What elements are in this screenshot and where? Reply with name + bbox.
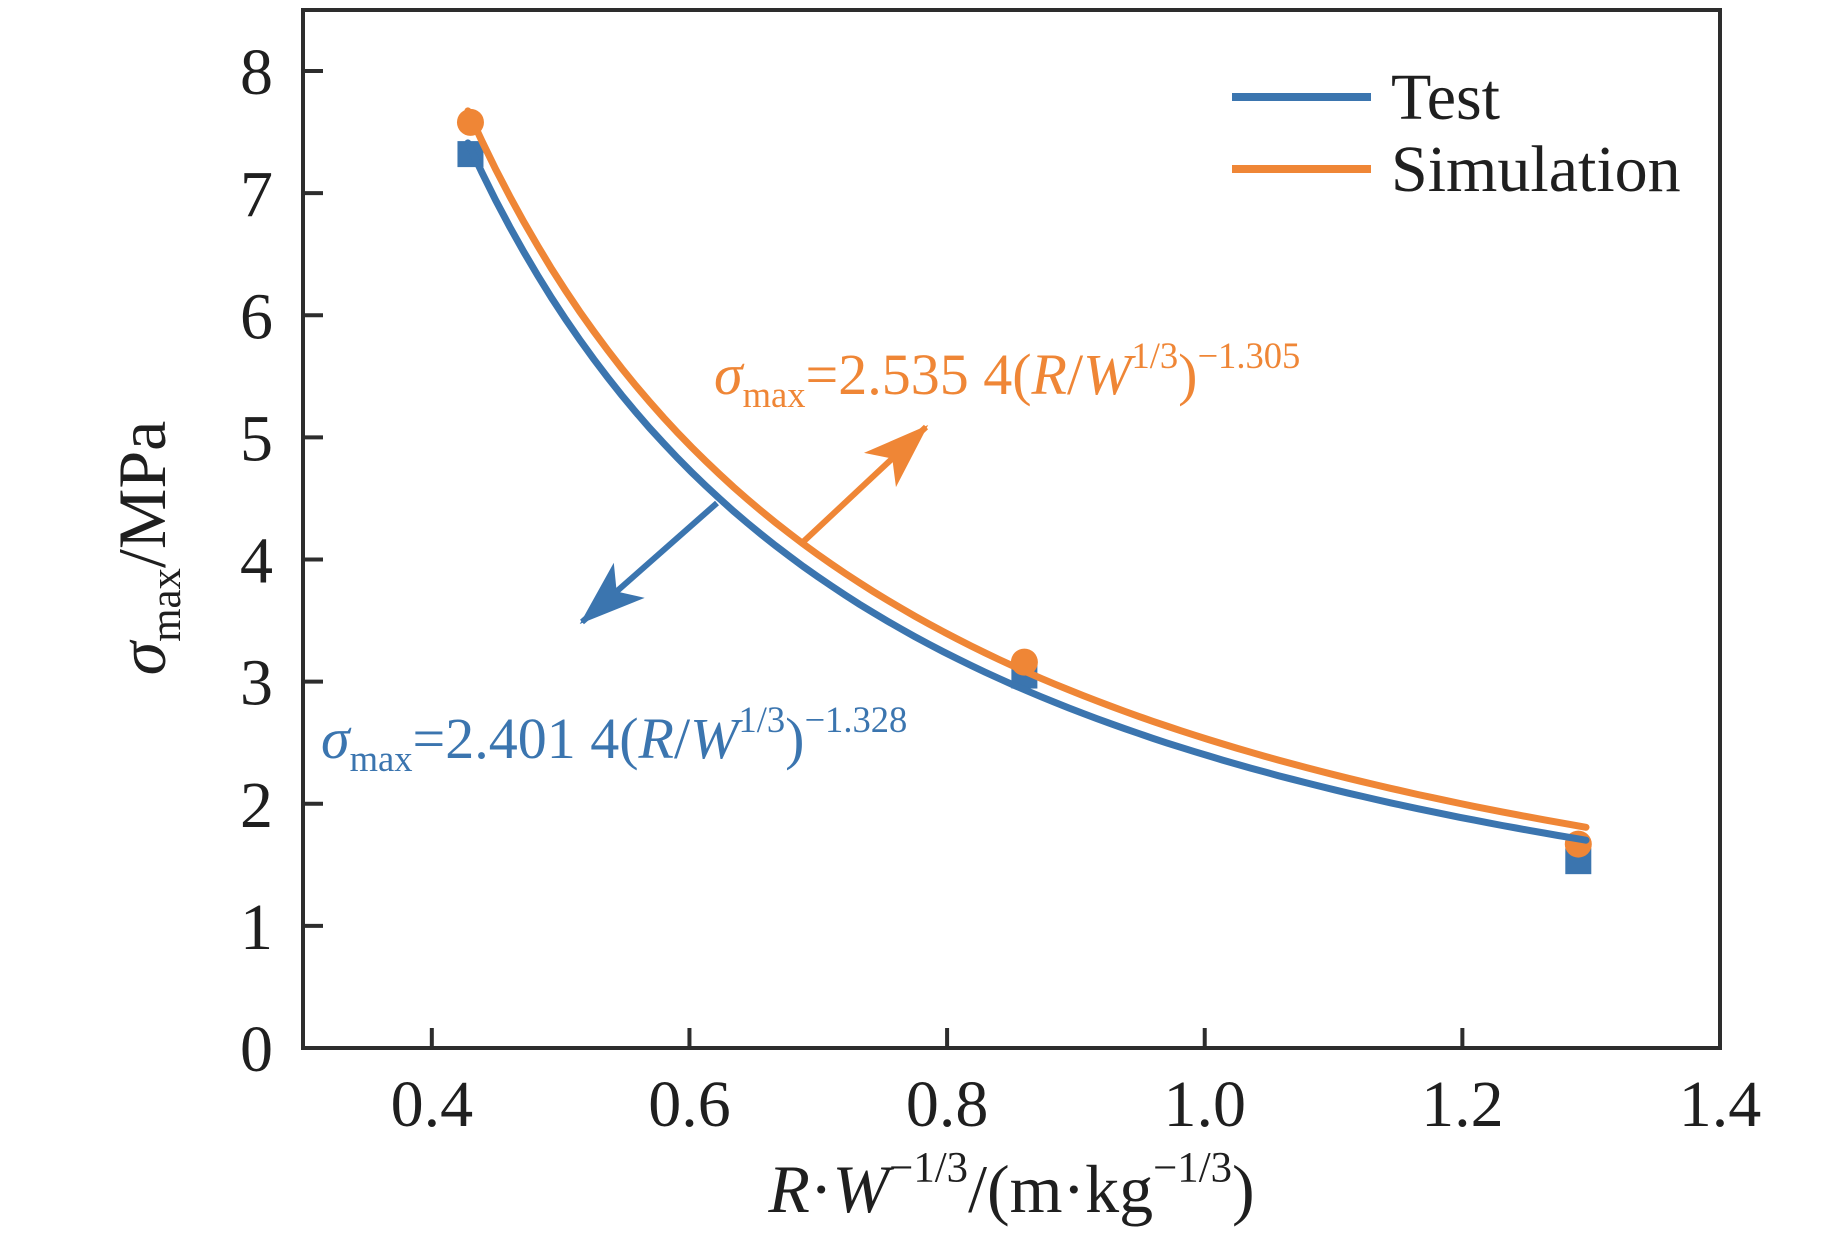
fit-equation-simulation-part: R <box>1031 342 1067 407</box>
plot-border-layer <box>301 8 1722 1050</box>
axis-labels-layer: R·W−1/3/(m·kg−1/3)σmax/MPa <box>104 421 1255 1227</box>
fit-equation-simulation-part: 1/3 <box>1131 335 1178 376</box>
x-tick-label: 1.2 <box>1421 1068 1504 1141</box>
y-tick-label: 2 <box>240 769 273 842</box>
tick-labels-layer: 0 1 2 3 4 5 6 7 8 0.4 0.6 0.8 1.0 1.2 1.4 <box>240 36 1761 1141</box>
fit-equation-test-part: −1.328 <box>804 699 907 740</box>
x-axis-label-part: −1/3 <box>1153 1144 1232 1191</box>
fit-equation-test-part: / <box>674 706 691 771</box>
fit-equation-simulation-part: max <box>743 374 806 415</box>
axis-ticks-layer <box>303 69 1465 1048</box>
fit-equation-simulation-part: / <box>1067 342 1084 407</box>
y-axis-label-part: σ <box>104 639 180 675</box>
fit-equation-test-part: =2.401 4( <box>413 706 639 771</box>
y-tick-label: 6 <box>240 280 273 353</box>
fit-curve-test <box>464 139 1590 844</box>
x-axis-label-part: · <box>810 1151 833 1227</box>
fit-equation-simulation-part: −1.305 <box>1197 335 1300 376</box>
annotation-arrow-simulation <box>800 424 929 545</box>
x-tick-label: 0.4 <box>391 1068 474 1141</box>
fit-equation-test-part: max <box>350 738 413 779</box>
annotation-arrow-test <box>579 500 719 625</box>
legend-label-simulation: Simulation <box>1391 133 1681 206</box>
x-axis-label-part: R <box>767 1151 810 1227</box>
y-tick-label: 7 <box>240 158 273 231</box>
fit-equation-test: σmax=2.401 4(R/W1/3)−1.328 <box>321 699 907 779</box>
fit-equation-test-part: R <box>638 706 674 771</box>
fit-equation-test-part: 1/3 <box>738 699 785 740</box>
x-axis-label-part: −1/3 <box>889 1144 968 1191</box>
fit-curves-layer <box>464 107 1590 844</box>
fit-equation-simulation-part: σ <box>714 342 745 407</box>
y-tick-label: 1 <box>240 891 273 964</box>
fit-equation-simulation-part: ) <box>1178 342 1197 407</box>
fit-equation-test-part: σ <box>321 706 352 771</box>
y-tick-label: 5 <box>240 402 273 475</box>
y-tick-label: 0 <box>240 1013 273 1086</box>
x-axis-label: R·W−1/3/(m·kg−1/3) <box>767 1144 1254 1227</box>
x-axis-label-part: W <box>833 1151 895 1227</box>
legend-label-test: Test <box>1391 61 1500 134</box>
y-axis-label-part: max <box>143 568 190 642</box>
y-tick-label: 8 <box>240 36 273 109</box>
y-axis-label: σmax/MPa <box>104 421 190 676</box>
fit-curve-simulation <box>464 107 1590 831</box>
y-tick-label: 4 <box>240 525 273 598</box>
x-tick-label: 1.0 <box>1163 1068 1246 1141</box>
x-axis-label-part: /(m·kg <box>968 1151 1153 1227</box>
y-axis-label-part: /MPa <box>104 421 180 568</box>
fit-equation-test-part: ) <box>785 706 804 771</box>
x-axis-label-part: ) <box>1232 1151 1255 1227</box>
fit-equation-simulation-part: =2.535 4( <box>806 342 1032 407</box>
fit-equation-simulation-part: W <box>1083 342 1136 407</box>
fit-equation-test-part: W <box>690 706 743 771</box>
fit-equation-simulation: σmax=2.535 4(R/W1/3)−1.305 <box>714 335 1300 415</box>
x-tick-label: 0.6 <box>648 1068 731 1141</box>
x-tick-label: 0.8 <box>906 1068 989 1141</box>
x-tick-label: 1.4 <box>1679 1068 1762 1141</box>
plot-border <box>301 8 1722 1050</box>
y-tick-label: 3 <box>240 647 273 720</box>
